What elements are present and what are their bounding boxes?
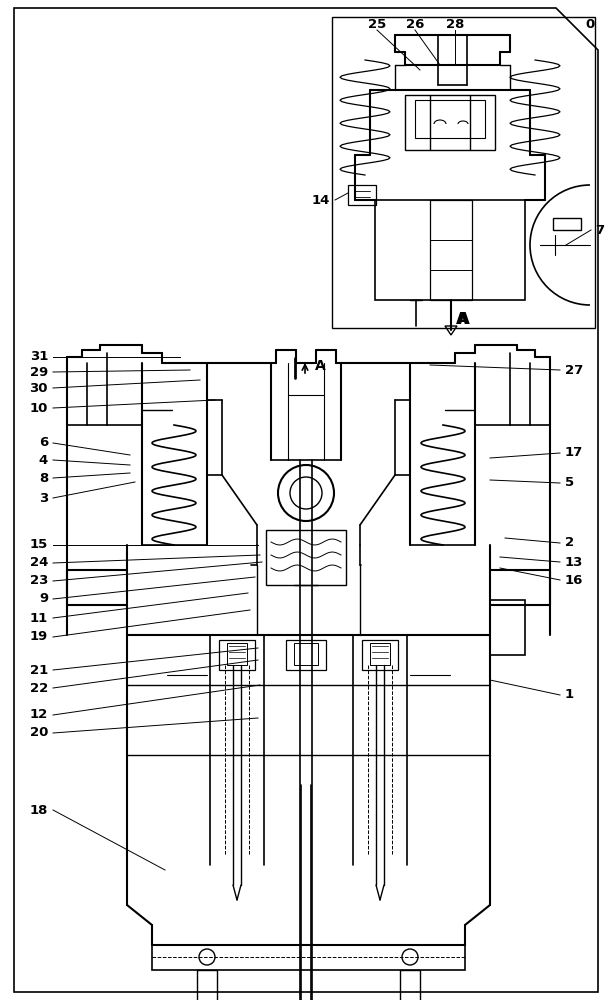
Text: 24: 24 — [29, 556, 48, 570]
Text: 13: 13 — [565, 556, 583, 568]
Bar — [370, 643, 390, 665]
Bar — [400, 970, 420, 1000]
Text: 4: 4 — [39, 454, 48, 466]
Bar — [415, 100, 485, 138]
Text: A: A — [458, 312, 469, 328]
Bar — [227, 643, 247, 665]
Text: 16: 16 — [565, 574, 583, 586]
Text: 26: 26 — [406, 18, 424, 31]
Text: 7: 7 — [595, 224, 604, 236]
Text: 14: 14 — [312, 194, 330, 207]
Text: 22: 22 — [30, 682, 48, 694]
Text: 15: 15 — [30, 538, 48, 552]
Bar — [553, 218, 581, 230]
Text: 18: 18 — [29, 804, 48, 816]
Text: A: A — [315, 359, 326, 373]
Text: 29: 29 — [30, 365, 48, 378]
Bar — [219, 640, 255, 670]
Bar — [294, 643, 318, 665]
Text: 10: 10 — [29, 401, 48, 414]
Text: 31: 31 — [29, 351, 48, 363]
Text: 21: 21 — [30, 664, 48, 676]
Bar — [152, 945, 465, 970]
Text: 2: 2 — [565, 536, 574, 550]
Bar — [430, 200, 472, 300]
Text: 19: 19 — [30, 631, 48, 644]
Bar — [286, 640, 326, 670]
Text: 17: 17 — [565, 446, 583, 460]
Text: 11: 11 — [30, 611, 48, 624]
Text: 30: 30 — [29, 381, 48, 394]
Text: 3: 3 — [39, 491, 48, 504]
Text: 0: 0 — [585, 18, 595, 31]
Text: 12: 12 — [30, 708, 48, 722]
Text: 23: 23 — [29, 574, 48, 587]
Bar — [362, 640, 398, 670]
Text: 20: 20 — [29, 726, 48, 740]
Bar — [490, 600, 525, 655]
Bar — [197, 970, 217, 1000]
Text: 27: 27 — [565, 363, 583, 376]
Bar — [332, 17, 595, 328]
Text: 6: 6 — [39, 436, 48, 450]
Bar — [405, 95, 495, 150]
Text: 28: 28 — [446, 18, 464, 31]
Bar — [266, 530, 346, 585]
Text: 25: 25 — [368, 18, 386, 31]
Text: 8: 8 — [39, 472, 48, 485]
Text: 1: 1 — [565, 688, 574, 702]
Bar — [375, 200, 525, 300]
Text: A: A — [456, 312, 468, 328]
Bar — [348, 185, 376, 205]
Text: 5: 5 — [565, 477, 574, 489]
Text: 9: 9 — [39, 592, 48, 605]
